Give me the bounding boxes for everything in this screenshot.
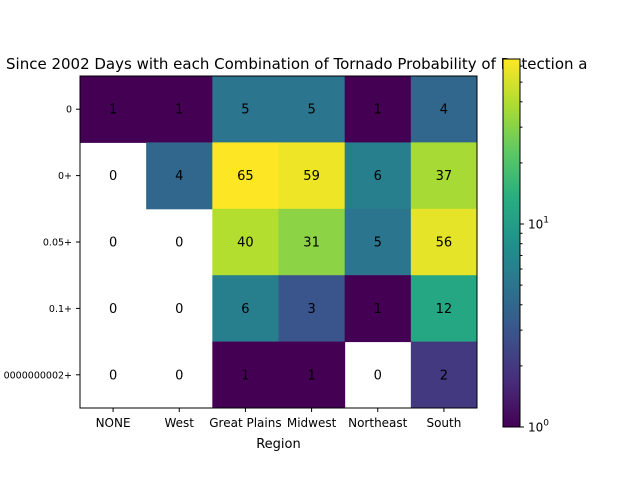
heatmap-cell [344,275,412,343]
heatmap-cells [80,76,478,409]
heatmap-cell [212,208,279,276]
heatmap-cell-label: 1 [374,302,382,317]
heatmap-cell-label: 5 [307,103,315,118]
colorbar-tick-label: 101 [528,216,549,232]
heatmap-cell-label: 1 [241,368,249,383]
heatmap-cell [344,142,412,210]
heatmap-cell-label: 65 [237,169,254,184]
x-tick-label: Great Plains [209,416,281,430]
heatmap-cell [212,142,279,210]
heatmap-cell-label: 1 [175,103,183,118]
heatmap-cell [410,341,478,409]
heatmap-cell-label: 0 [109,169,117,184]
y-tick-label: 0.05+ [43,238,72,249]
heatmap-cell [278,76,346,143]
heatmap-cell [344,76,412,143]
x-tick-label: NONE [96,416,131,430]
x-axis-ticks: NONE West Great Plains Midwest Northeast Sout… [96,408,461,430]
heatmap-cell-label: 0 [175,368,183,383]
heatmap-cell-label: 6 [374,169,382,184]
heatmap-cell [278,142,346,210]
heatmap-cell-label: 56 [436,236,453,251]
heatmap-cell-label: 1 [374,103,382,118]
heatmap-cell-label: 31 [303,236,320,251]
chart-title: Since 2002 Days with each Combination of… [6,55,587,73]
heatmap-cell-label: 5 [241,103,249,118]
heatmap-cell-label: 1 [109,103,117,118]
heatmap-cell-label: 40 [237,236,254,251]
x-tick-label: West [164,416,194,430]
heatmap-cell-label: 5 [374,236,382,251]
heatmap-cell-label: 0 [109,236,117,251]
x-tick-label: Northeast [348,416,408,430]
colorbar [502,58,521,428]
heatmap-cell-label: 4 [175,169,183,184]
heatmap-cell [344,208,412,276]
heatmap-cell-label: 37 [436,169,453,184]
heatmap-cell [278,341,346,409]
heatmap-cell-label: 0 [175,236,183,251]
y-tick-label: 0+ [58,171,72,182]
x-tick-label: South [426,416,461,430]
y-axis-ticks: 0 0+ 0.05+ 0.1+ 0000000002+ [4,105,80,381]
heatmap-cell [212,341,279,409]
heatmap-cell-label: 0 [374,368,382,383]
colorbar-ticks: 100 101 [520,65,549,435]
heatmap-cell [212,76,279,143]
heatmap-cell-label: 4 [440,103,448,118]
heatmap-cell [410,275,478,343]
y-tick-label: 0000000002+ [4,370,72,381]
heatmap-cell [278,275,346,343]
heatmap-cell-labels: 1 1 5 5 1 40 4 65 59 6 370 0 40 31 5 560 0 6 3 1 120 0 1 1 0 2 [109,103,452,384]
heatmap-cell [410,76,478,143]
heatmap-cell [146,76,213,143]
heatmap-cell-label: 3 [307,302,315,317]
heatmap-cell [410,208,478,276]
heatmap-cell-label: 0 [109,302,117,317]
heatmap-cell-label: 0 [175,302,183,317]
heatmap-cell-label: 12 [436,302,453,317]
heatmap-cell [278,208,346,276]
heatmap-cell [212,275,279,343]
y-tick-label: 0 [66,105,72,116]
y-tick-label: 0.1+ [49,304,72,315]
heatmap-cell-label: 6 [241,302,249,317]
heatmap-cell-label: 1 [307,368,315,383]
heatmap-cell-label: 59 [303,169,320,184]
x-axis-label: Region [256,437,301,452]
heatmap-cell [146,142,213,210]
x-tick-label: Midwest [287,416,337,430]
heatmap-cell [410,142,478,210]
heatmap-cell-label: 2 [440,368,448,383]
colorbar-tick-label: 100 [528,419,549,435]
heatmap-cell-label: 0 [109,368,117,383]
heatmap-cell [80,76,147,143]
